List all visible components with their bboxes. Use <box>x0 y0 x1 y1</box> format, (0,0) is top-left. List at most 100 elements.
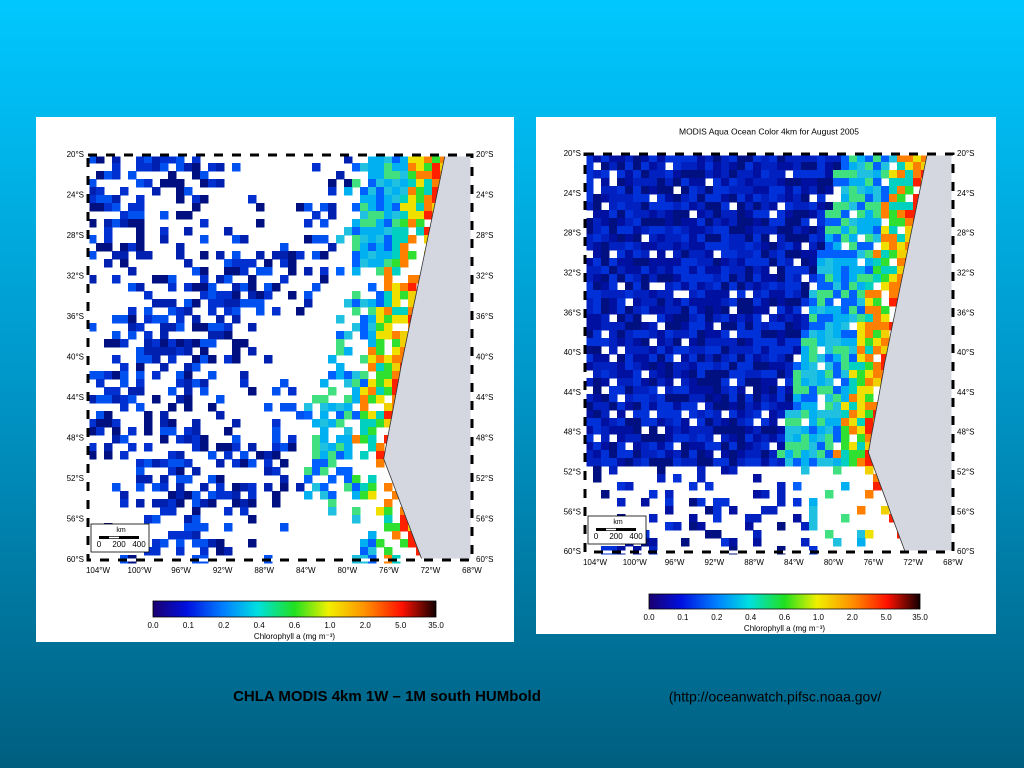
ocean-cell <box>625 330 634 339</box>
ocean-cell <box>593 370 602 379</box>
ocean-cell <box>673 394 682 403</box>
ocean-cell <box>753 250 762 259</box>
ocean-cell <box>208 299 217 308</box>
ocean-cell <box>769 410 778 419</box>
ocean-cell <box>200 435 209 444</box>
ocean-cell <box>697 154 706 163</box>
ocean-cell <box>176 371 185 380</box>
ocean-cell <box>192 363 201 372</box>
ocean-cell <box>697 234 706 243</box>
ocean-cell <box>689 386 698 395</box>
ocean-cell <box>777 170 786 179</box>
ocean-cell <box>873 298 882 307</box>
ocean-cell <box>352 235 361 244</box>
ocean-cell <box>400 163 409 172</box>
ocean-cell <box>809 202 818 211</box>
ocean-cell <box>857 274 866 283</box>
ocean-cell <box>713 186 722 195</box>
ocean-cell <box>160 499 169 508</box>
ocean-cell <box>833 250 842 259</box>
ocean-cell <box>841 482 850 491</box>
ocean-cell <box>857 458 866 467</box>
ocean-cell <box>633 386 642 395</box>
ocean-cell <box>809 298 818 307</box>
ocean-cell <box>400 243 409 252</box>
ocean-cell <box>136 323 145 332</box>
ocean-cell <box>224 227 233 236</box>
ocean-cell <box>168 467 177 476</box>
ocean-cell <box>120 499 129 508</box>
ocean-cell <box>384 411 393 420</box>
ocean-cell <box>408 203 417 212</box>
ocean-cell <box>625 386 634 395</box>
ocean-cell <box>745 162 754 171</box>
ocean-cell <box>881 354 890 363</box>
ocean-cell <box>136 355 145 364</box>
ocean-cell <box>88 235 97 244</box>
ocean-cell <box>793 458 802 467</box>
ocean-cell <box>192 195 201 204</box>
ocean-cell <box>841 450 850 459</box>
ocean-cell <box>857 434 866 443</box>
ocean-cell <box>200 219 209 228</box>
ocean-cell <box>825 274 834 283</box>
ocean-cell <box>248 515 257 524</box>
ocean-cell <box>384 267 393 276</box>
scale-bar <box>109 536 119 539</box>
ocean-cell <box>825 290 834 299</box>
ocean-cell <box>665 178 674 187</box>
ocean-cell <box>785 266 794 275</box>
ocean-cell <box>136 363 145 372</box>
ocean-cell <box>585 258 594 267</box>
ocean-cell <box>673 250 682 259</box>
ocean-cell <box>801 322 810 331</box>
ocean-cell <box>721 402 730 411</box>
ocean-cell <box>865 426 874 435</box>
ocean-cell <box>865 330 874 339</box>
ocean-cell <box>745 274 754 283</box>
ocean-cell <box>681 434 690 443</box>
ocean-cell <box>192 531 201 540</box>
ocean-cell <box>705 234 714 243</box>
ocean-cell <box>849 458 858 467</box>
ocean-cell <box>873 194 882 203</box>
ocean-cell <box>657 402 666 411</box>
ocean-cell <box>641 450 650 459</box>
ocean-cell <box>368 155 377 164</box>
ocean-cell <box>368 547 377 556</box>
ocean-cell <box>705 266 714 275</box>
ocean-cell <box>809 154 818 163</box>
ocean-cell <box>224 507 233 516</box>
ocean-cell <box>689 522 698 531</box>
ocean-cell <box>873 378 882 387</box>
ocean-cell <box>176 155 185 164</box>
ocean-cell <box>400 515 409 524</box>
ocean-cell <box>897 234 906 243</box>
ocean-cell <box>176 243 185 252</box>
ocean-cell <box>376 355 385 364</box>
ocean-cell <box>657 394 666 403</box>
ocean-cell <box>625 306 634 315</box>
lon-label: 88°W <box>254 566 274 575</box>
ocean-cell <box>360 539 369 548</box>
ocean-cell <box>697 202 706 211</box>
ocean-cell <box>745 522 754 531</box>
ocean-cell <box>304 411 313 420</box>
ocean-cell <box>713 458 722 467</box>
ocean-cell <box>601 394 610 403</box>
ocean-cell <box>641 258 650 267</box>
ocean-cell <box>376 235 385 244</box>
ocean-cell <box>849 346 858 355</box>
ocean-cell <box>633 418 642 427</box>
ocean-cell <box>240 299 249 308</box>
ocean-cell <box>849 378 858 387</box>
ocean-cell <box>905 226 914 235</box>
ocean-cell <box>424 179 433 188</box>
ocean-cell <box>376 371 385 380</box>
ocean-cell <box>681 402 690 411</box>
ocean-cell <box>873 154 882 163</box>
ocean-cell <box>88 451 97 460</box>
ocean-cell <box>408 219 417 228</box>
ocean-cell <box>753 434 762 443</box>
ocean-cell <box>681 322 690 331</box>
